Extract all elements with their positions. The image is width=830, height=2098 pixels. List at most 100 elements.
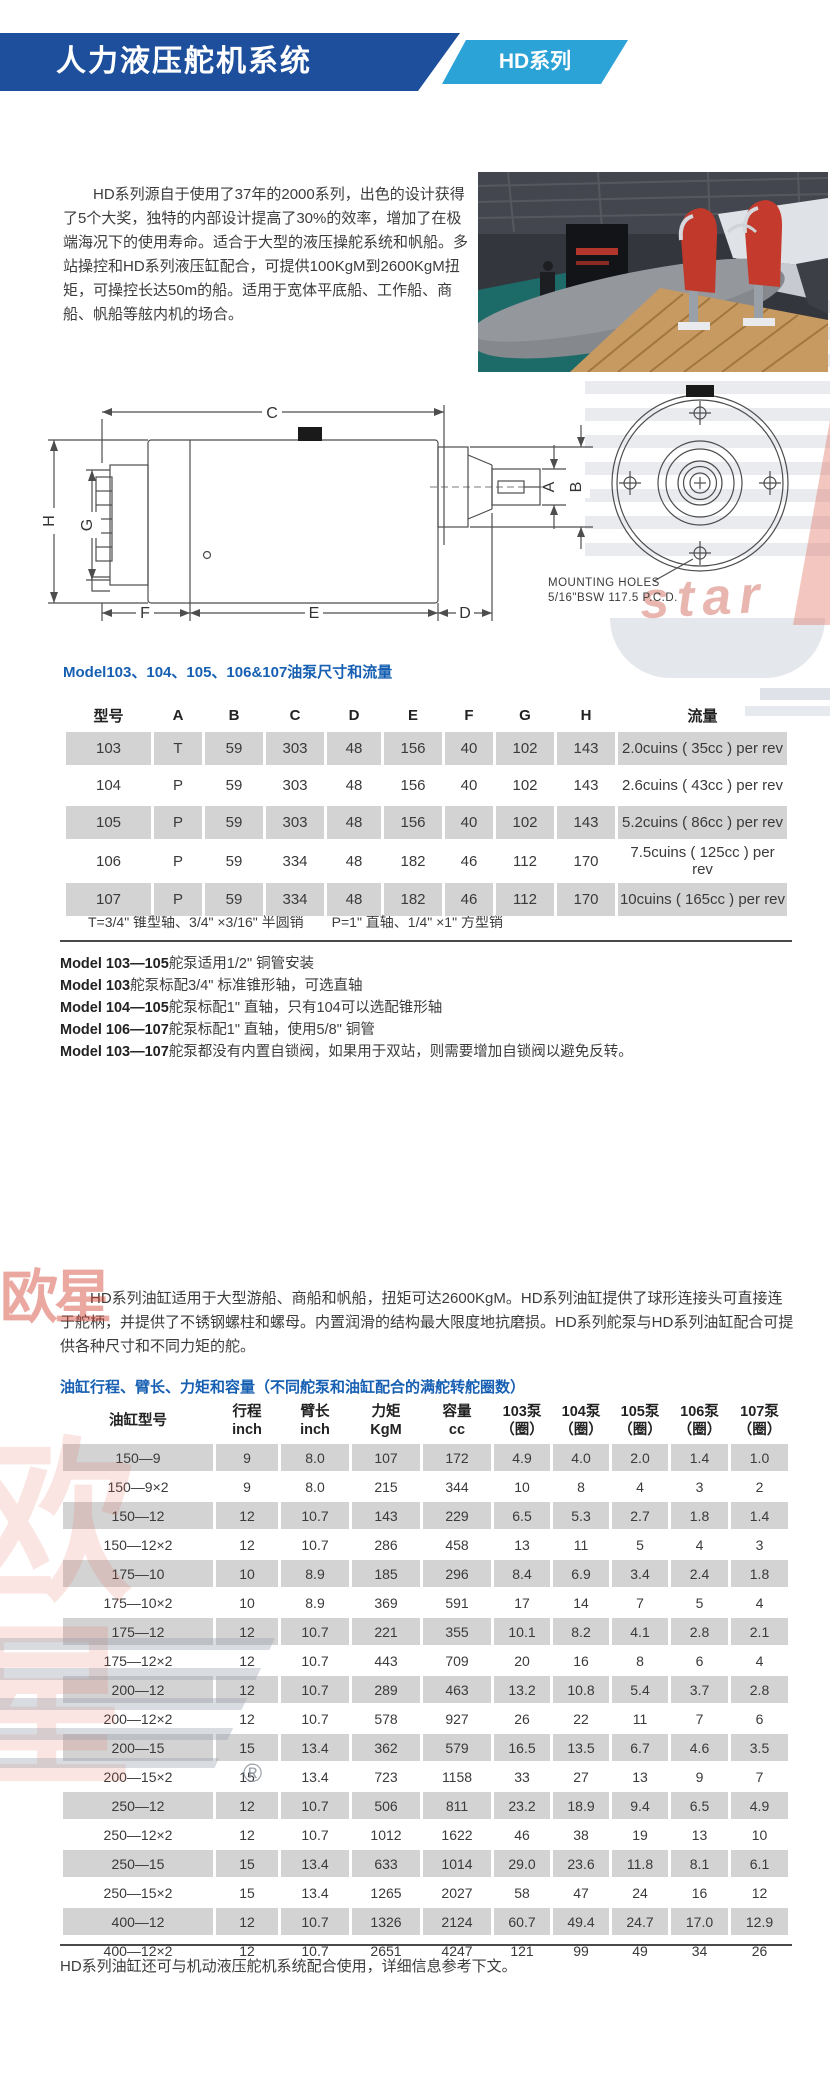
table-cell: 5.3 <box>553 1502 609 1529</box>
table-cell: 48 <box>327 883 381 916</box>
column-header: 臂长 inch <box>300 1404 330 1438</box>
table-cell: 15 <box>216 1734 278 1761</box>
table-cell: 3.4 <box>612 1560 668 1587</box>
table-cell: 46 <box>445 883 493 916</box>
table-row: 200—15×2 15 13.4 723 1158 33 27 13 9 7 <box>63 1763 788 1790</box>
table-cell: 927 <box>445 1710 469 1727</box>
table-cell: 400—12 <box>63 1908 213 1935</box>
table-row: 250—15×2 15 13.4 1265 2027 58 47 24 16 12 <box>63 1879 788 1906</box>
table-cell: 2.1 <box>731 1618 788 1645</box>
table-cell: 7 <box>695 1710 704 1727</box>
table-cell: 23.6 <box>553 1850 609 1877</box>
table-cell: 8.4 <box>494 1560 550 1587</box>
boat-show-photo <box>478 172 828 372</box>
table-cell: 40 <box>445 732 493 765</box>
table-cell: 334 <box>266 883 324 916</box>
dim-label-a: A <box>541 481 558 492</box>
table-cell: 811 <box>423 1792 491 1819</box>
table-cell: 578 <box>374 1710 398 1727</box>
pump-table-body: 103 T 59 303 48 156 40 102 143 2.0cuins ( 35cc ) … <box>66 732 787 916</box>
cylinder-table-header-row: 油缸型号 行程 inch 臂长 inch 力矩 KgM 容量 cc 103泵 （圈） 104… <box>63 1400 788 1442</box>
table-cell: 10.7 <box>281 1502 349 1529</box>
table-cell: 10 <box>239 1594 255 1611</box>
table-cell: 112 <box>496 883 554 916</box>
page-title: 人力液压舵机系统 <box>56 45 312 78</box>
table-cell: 48 <box>345 777 363 794</box>
table-cell: 4.0 <box>553 1444 609 1471</box>
table-cell: 1.0 <box>731 1444 788 1471</box>
table-cell: 105 <box>66 806 151 839</box>
table-row: 400—12 12 10.7 1326 2124 60.7 49.4 24.7 17.0 12.9 <box>63 1908 788 1935</box>
table-cell: 303 <box>266 732 324 765</box>
table-cell: 48 <box>327 806 381 839</box>
table-cell: 200—12×2 <box>103 1710 173 1727</box>
table-cell: 591 <box>445 1594 469 1611</box>
table-cell: 1.4 <box>671 1444 728 1471</box>
table-cell: 13.4 <box>281 1850 349 1877</box>
table-cell: 12 <box>239 1536 255 1553</box>
table-cell: 633 <box>352 1850 420 1877</box>
table-cell: 10.7 <box>301 1710 329 1727</box>
table-cell: 1014 <box>423 1850 491 1877</box>
table-cell: 15 <box>239 1884 255 1901</box>
table-cell: 506 <box>352 1792 420 1819</box>
column-header: F <box>464 706 474 724</box>
note-line: Model 103—105舵泵适用1/2" 铜管安装 <box>60 956 315 972</box>
cylinder-intro-text: HD系列油缸适用于大型游船、商船和帆船，扭矩可达2600KgM。HD系列油缸提供… <box>60 1290 794 1355</box>
table-cell: 49.4 <box>553 1908 609 1935</box>
table-cell: 13 <box>691 1826 708 1843</box>
table-cell: 23.2 <box>494 1792 550 1819</box>
table-cell: 5 <box>636 1536 644 1553</box>
section-header-pump: 舵泵 <box>50 143 81 160</box>
table-row: 150—12×2 12 10.7 286 458 13 11 5 4 3 <box>63 1531 788 1558</box>
table-cell: 103 <box>66 732 151 765</box>
table-cell: 59 <box>205 732 263 765</box>
table-cell: 200—12 <box>63 1676 213 1703</box>
table-cell: 200—15 <box>63 1734 213 1761</box>
table-row: 200—12 12 10.7 289 463 13.2 10.8 5.4 3.7 2.8 <box>63 1676 788 1703</box>
table-cell: 102 <box>496 732 554 765</box>
table-cell: 143 <box>557 806 615 839</box>
table-cell: 47 <box>573 1884 589 1901</box>
table-cell: 579 <box>423 1734 491 1761</box>
table-cell: 8.0 <box>305 1478 325 1495</box>
table-cell: 10.7 <box>301 1826 329 1843</box>
note-line: Model 103舵泵标配3/4" 标准锥形轴，可选直轴 <box>60 978 363 994</box>
column-header: 型号 <box>93 707 124 725</box>
table-cell: 12 <box>216 1676 278 1703</box>
table-row: 250—15 15 13.4 633 1014 29.0 23.6 11.8 8.1 6.1 <box>63 1850 788 1877</box>
column-header: 力矩 KgM <box>370 1404 402 1438</box>
note-line: Model 104—105舵泵标配1" 直轴，只有104可以选配锥形轴 <box>60 1000 443 1016</box>
column-header: 105泵 （圈） <box>618 1404 662 1438</box>
table-row: 106 P 59 334 48 182 46 112 170 7.5cuins ( 125cc )… <box>66 843 787 879</box>
table-cell: 150—12×2 <box>103 1536 173 1553</box>
table-cell: 60.7 <box>494 1908 550 1935</box>
column-header: 106泵 （圈） <box>677 1404 722 1438</box>
table-cell: 723 <box>374 1768 398 1785</box>
table-cell: 8.1 <box>671 1850 728 1877</box>
note-line: Model 106—107舵泵标配1" 直轴，使用5/8" 铜管 <box>60 1022 375 1038</box>
table-cell: 24 <box>632 1884 648 1901</box>
table-cell: P <box>154 806 202 839</box>
column-header: G <box>519 706 531 724</box>
table-cell: 286 <box>374 1536 398 1553</box>
table-cell: 182 <box>400 852 426 870</box>
table-cell: 143 <box>557 732 615 765</box>
pump-table-header-row: 型号 A B C D E F G H 流量 <box>66 702 787 728</box>
table-cell: 6.5 <box>671 1792 728 1819</box>
table-cell: 229 <box>423 1502 491 1529</box>
note-line: Model 103—107舵泵都没有内置自锁阀，如果用于双站，则需要增加自锁阀以… <box>60 1044 633 1060</box>
column-header: 107泵 （圈） <box>737 1404 782 1438</box>
table-cell: 182 <box>384 883 442 916</box>
table-cell: 13.4 <box>301 1768 329 1785</box>
table-cell: 49 <box>632 1942 648 1959</box>
table-cell: 16 <box>691 1884 708 1901</box>
page-title-band: 人力液压舵机系统 <box>0 33 460 91</box>
table-cell: 709 <box>445 1652 469 1669</box>
table-cell: 2.0cuins ( 35cc ) per rev <box>618 732 787 765</box>
table-cell: 3 <box>695 1478 704 1495</box>
table-cell: 46 <box>514 1826 530 1843</box>
table-row: 104 P 59 303 48 156 40 102 143 2.6cuins ( 43cc ) … <box>66 769 787 802</box>
table-cell: 355 <box>423 1618 491 1645</box>
series-badge-label: HD系列 <box>498 50 572 73</box>
